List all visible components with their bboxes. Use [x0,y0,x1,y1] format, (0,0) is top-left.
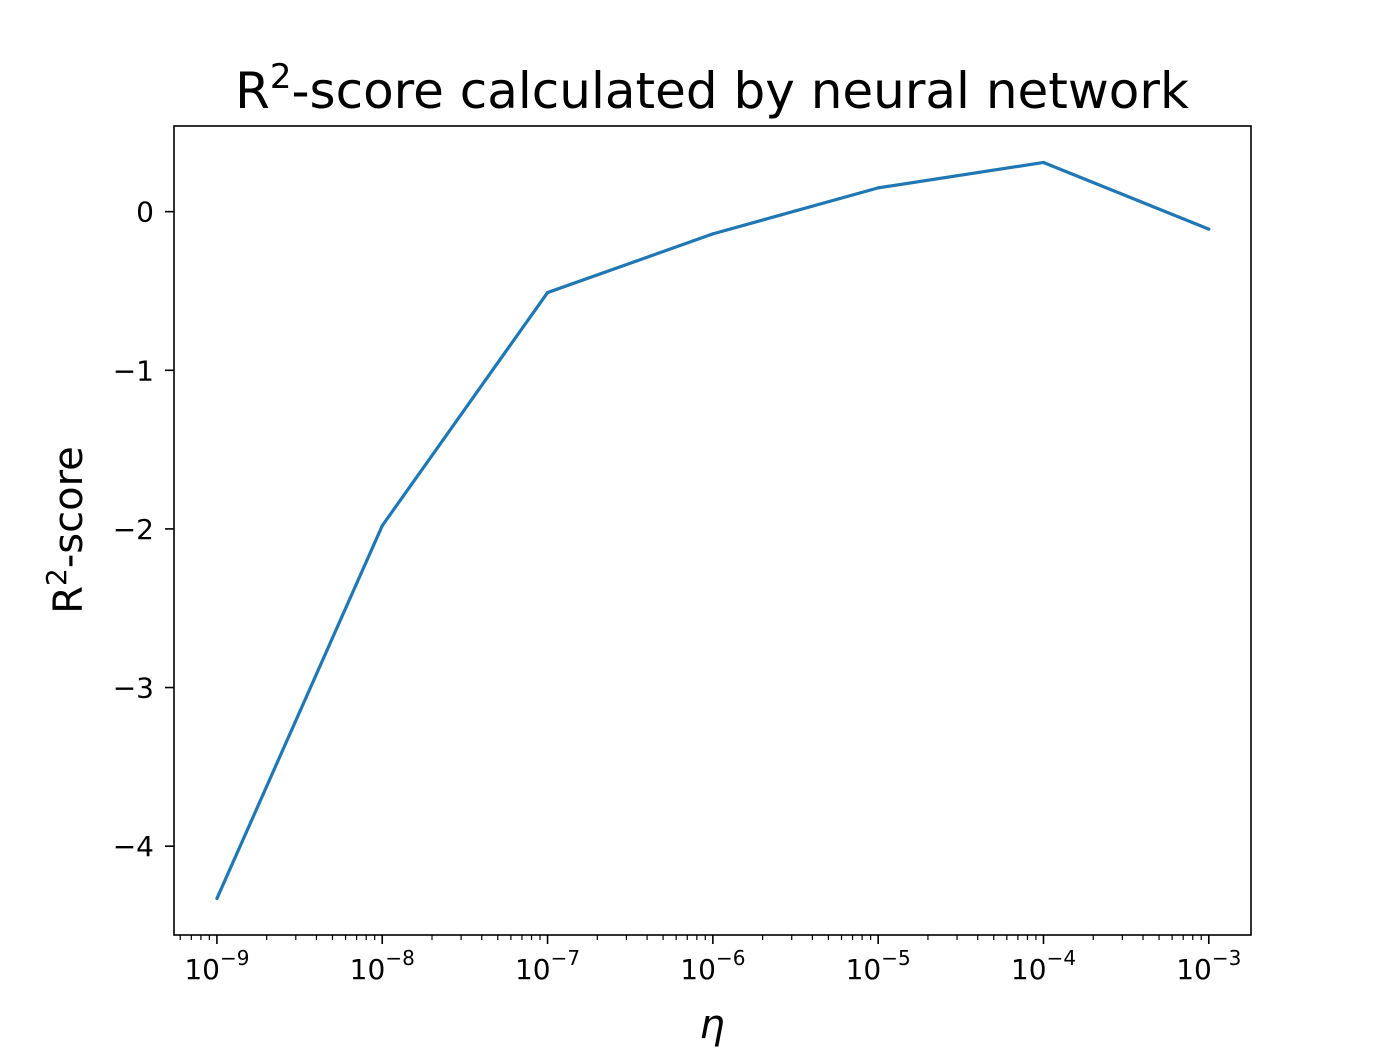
y-axis-label: R2-score [40,446,92,614]
x-tick-label: 10−3 [1176,946,1241,986]
data-point [1041,160,1046,165]
data-point [545,290,550,295]
y-axis-ticks: 0 −1 −2 −3 −4 [113,196,174,863]
y-tick-label: −2 [113,513,154,546]
x-tick-label: 10−8 [350,946,415,986]
data-point [380,524,384,528]
y-tick-label: −1 [113,354,154,387]
plot-frame [173,125,1252,936]
y-tick-label: 0 [136,196,154,229]
data-point [876,186,880,190]
chart-title: R2-score calculated by neural network [235,57,1189,120]
data-points [215,160,1211,901]
series-line [215,160,1210,900]
data-point [215,896,219,901]
x-tick-label: 10−7 [515,946,580,986]
y-tick-label: −4 [113,830,154,863]
y-tick-label: −3 [113,672,154,705]
data-point [1207,227,1211,231]
x-tick-label: 10−9 [184,946,249,986]
x-axis-label: η [699,1002,724,1048]
x-tick-label: 10−5 [846,946,911,986]
data-point [711,232,715,236]
x-tick-label: 10−6 [680,946,745,986]
x-minor-ticks [179,935,1202,940]
x-tick-label: 10−4 [1011,946,1076,986]
x-axis-ticks: 10−9 10−8 10−7 10−6 10−5 10−4 10−3 [184,935,1241,986]
